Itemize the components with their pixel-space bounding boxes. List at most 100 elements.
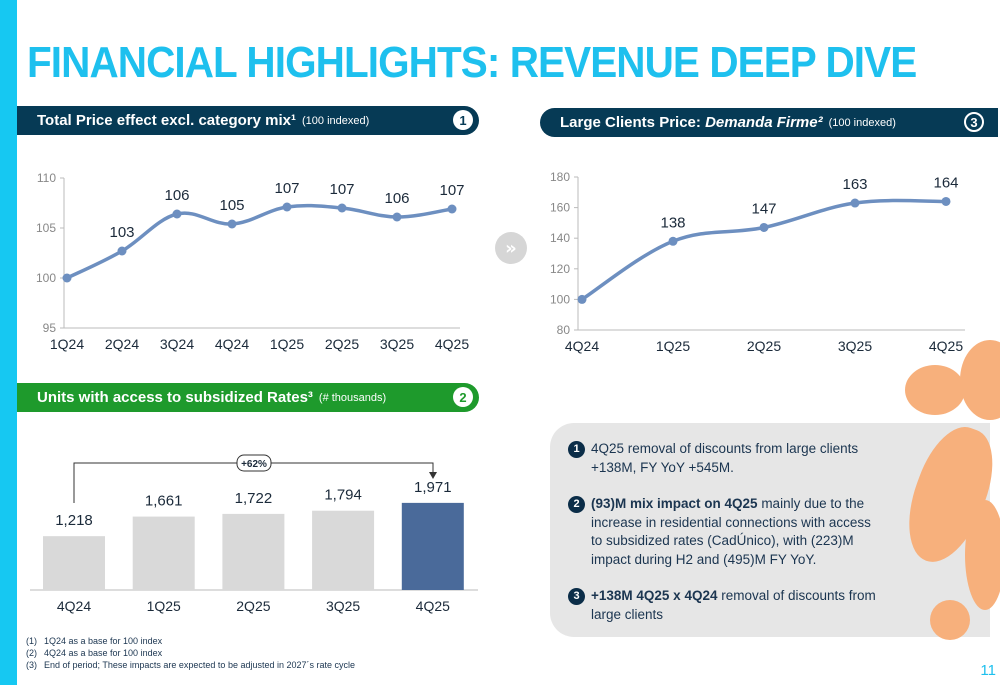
footnote: (2) 4Q24 as a base for 100 index bbox=[26, 647, 355, 659]
decorative-blob bbox=[930, 600, 970, 640]
data-point bbox=[117, 246, 127, 256]
panel-subtitle: (# thousands) bbox=[318, 391, 387, 404]
bar bbox=[401, 502, 464, 590]
panel-number-badge: 3 bbox=[964, 112, 984, 132]
x-tick-label: 1Q25 bbox=[656, 338, 690, 354]
x-tick-label: 3Q25 bbox=[380, 336, 414, 352]
bar bbox=[312, 510, 375, 590]
y-tick-label: 160 bbox=[550, 201, 570, 215]
panel-subtitle: (100 indexed) bbox=[828, 116, 896, 129]
data-point bbox=[668, 236, 678, 246]
panel-header-large-clients: Large Clients Price: Demanda Firme² (100 … bbox=[540, 108, 998, 137]
footnote-number: (2) bbox=[26, 648, 37, 658]
data-point bbox=[941, 196, 951, 206]
note-text: 4Q25 removal of discounts from large cli… bbox=[591, 441, 859, 475]
page-title: FINANCIAL HIGHLIGHTS: REVENUE DEEP DIVE bbox=[27, 38, 917, 87]
series-line bbox=[66, 203, 453, 280]
x-tick-label: 2Q24 bbox=[105, 336, 139, 352]
data-label: 107 bbox=[439, 182, 464, 199]
footnote-text: End of period; These impacts are expecte… bbox=[44, 660, 356, 670]
data-point bbox=[282, 202, 292, 212]
footnote: (1) 1Q24 as a base for 100 index bbox=[26, 635, 355, 647]
data-label: 163 bbox=[842, 176, 867, 193]
data-label: 147 bbox=[751, 200, 776, 217]
bar bbox=[43, 536, 105, 590]
note-1: 1 4Q25 removal of discounts from large cl… bbox=[568, 440, 990, 477]
data-point bbox=[850, 198, 860, 208]
decorative-blob bbox=[960, 340, 1000, 420]
y-tick-label: 105 bbox=[36, 221, 56, 235]
y-tick-label: 100 bbox=[36, 271, 56, 285]
data-label: 103 bbox=[109, 224, 134, 241]
note-number: 1 bbox=[568, 441, 585, 458]
x-tick-label: 3Q25 bbox=[326, 598, 360, 614]
note-3: 3 +138M 4Q25 x 4Q24 removal of discounts … bbox=[568, 587, 990, 624]
note-bold: +138M 4Q25 x 4Q24 bbox=[591, 588, 718, 603]
data-label: 138 bbox=[660, 214, 685, 231]
footnote-text: 1Q24 as a base for 100 index bbox=[44, 636, 163, 646]
footnote-number: (1) bbox=[26, 636, 37, 646]
note-2: 2 (93)M mix impact on 4Q25 mainly due to … bbox=[568, 495, 990, 569]
data-label: 106 bbox=[164, 187, 189, 204]
panel-header-price-effect: Total Price effect excl. category mix¹ (1… bbox=[17, 106, 479, 135]
x-tick-label: 4Q24 bbox=[215, 336, 249, 352]
data-label: 1,218 bbox=[55, 512, 93, 529]
x-tick-label: 4Q25 bbox=[929, 338, 963, 354]
left-accent-bar bbox=[0, 0, 17, 685]
x-tick-label: 2Q25 bbox=[325, 336, 359, 352]
panel-number-badge: 1 bbox=[453, 110, 473, 130]
y-tick-label: 100 bbox=[550, 292, 570, 306]
y-tick-label: 80 bbox=[557, 323, 571, 337]
footnotes: (1) 1Q24 as a base for 100 index (2) 4Q24 … bbox=[26, 635, 355, 671]
note-number: 2 bbox=[568, 496, 585, 513]
data-point bbox=[172, 209, 182, 219]
note-text: mainly due to the increase in residentia… bbox=[591, 496, 871, 567]
x-tick-label: 1Q24 bbox=[50, 336, 84, 352]
y-tick-label: 110 bbox=[37, 171, 56, 185]
data-label: 164 bbox=[933, 174, 958, 191]
panel-number-badge: 2 bbox=[453, 387, 473, 407]
data-label: 1,661 bbox=[145, 493, 183, 510]
note-number: 3 bbox=[568, 588, 585, 605]
data-point bbox=[227, 219, 237, 229]
note-bold: (93)M mix impact on 4Q25 bbox=[591, 496, 758, 511]
bar bbox=[222, 513, 285, 590]
data-point bbox=[447, 204, 457, 214]
x-tick-label: 3Q25 bbox=[838, 338, 872, 354]
chevron-right-icon: » bbox=[495, 232, 527, 264]
data-point bbox=[337, 203, 347, 213]
data-label: 106 bbox=[384, 190, 409, 207]
y-tick-label: 140 bbox=[550, 231, 570, 245]
x-tick-label: 4Q24 bbox=[57, 598, 91, 614]
data-point bbox=[392, 212, 402, 222]
decorative-blob bbox=[905, 365, 965, 415]
panel-title: Units with access to subsidized Rates³ bbox=[37, 389, 313, 406]
y-tick-label: 120 bbox=[550, 262, 570, 276]
growth-badge bbox=[236, 454, 272, 472]
x-tick-label: 1Q25 bbox=[147, 598, 181, 614]
data-label: 1,722 bbox=[235, 490, 273, 507]
data-point bbox=[577, 294, 587, 304]
y-tick-label: 180 bbox=[550, 170, 570, 184]
panel-title: Large Clients Price: bbox=[560, 114, 701, 131]
panel-subtitle: (100 indexed) bbox=[302, 114, 370, 127]
data-label: 1,971 bbox=[414, 479, 452, 496]
data-label: 105 bbox=[219, 197, 244, 214]
decorative-blob bbox=[965, 500, 1000, 610]
page-number: 11 bbox=[980, 662, 996, 679]
data-point bbox=[759, 222, 769, 232]
data-label: 107 bbox=[329, 181, 354, 198]
data-label: 107 bbox=[274, 180, 299, 197]
footnote-text: 4Q24 as a base for 100 index bbox=[44, 648, 163, 658]
footnote: (3) End of period; These impacts are expe… bbox=[26, 659, 355, 671]
panel-title: Total Price effect excl. category mix¹ bbox=[37, 112, 296, 129]
x-tick-label: 4Q24 bbox=[565, 338, 599, 354]
data-point bbox=[62, 273, 72, 283]
x-tick-label: 3Q24 bbox=[160, 336, 194, 352]
x-tick-label: 4Q25 bbox=[416, 598, 450, 614]
panel-title-emphasis: Demanda Firme² bbox=[705, 114, 823, 131]
data-label: 1,794 bbox=[324, 487, 362, 504]
arrow-down-icon bbox=[429, 472, 437, 479]
x-tick-label: 2Q25 bbox=[747, 338, 781, 354]
